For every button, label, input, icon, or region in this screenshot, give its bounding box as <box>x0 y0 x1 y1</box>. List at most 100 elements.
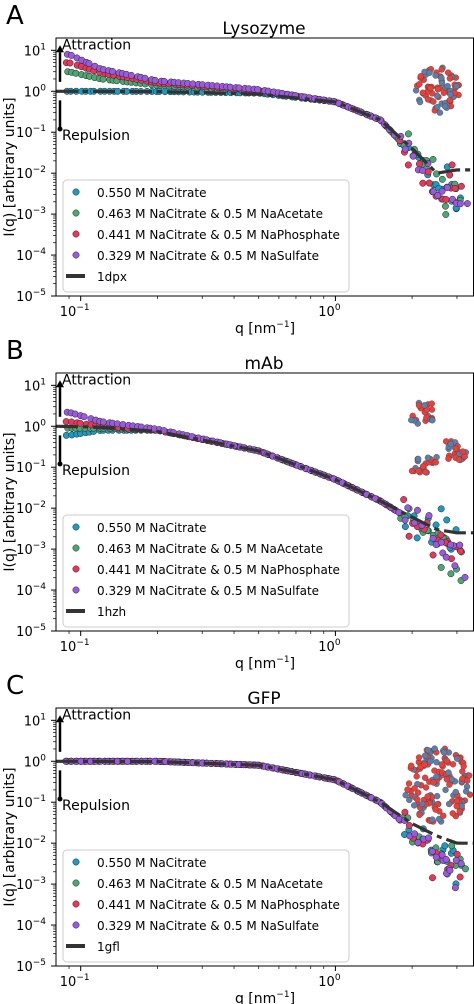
data-point <box>441 202 449 210</box>
legend: 0.550 M NaCitrate 0.463 M NaCitrate & 0.5… <box>62 849 350 963</box>
x-tick-label: 10−1 <box>60 638 90 655</box>
protein-atom <box>443 757 451 764</box>
x-tick-label: 10−1 <box>60 303 90 320</box>
protein-atom <box>416 80 423 88</box>
data-point <box>438 175 446 183</box>
data-point <box>429 534 437 542</box>
data-point <box>80 413 88 421</box>
legend-marker <box>72 586 80 594</box>
legend-box <box>62 849 350 963</box>
chart-panel-c: C GFP 101 100 10−1 10−2 10−3 10−4 10−5 10−1 100 q [… <box>2 671 474 1004</box>
data-point <box>151 76 159 84</box>
protein-atom <box>445 455 452 462</box>
protein-atom <box>433 92 441 99</box>
protein-atom <box>446 781 453 788</box>
protein-atom <box>443 776 450 783</box>
protein-atom <box>404 786 411 793</box>
data-point <box>462 865 469 873</box>
attraction-label: Attraction <box>62 37 131 53</box>
protein-atom <box>433 793 441 800</box>
protein-atom <box>456 808 463 815</box>
protein-atom <box>445 769 452 776</box>
legend: 0.550 M NaCitrate 0.463 M NaCitrate & 0.5… <box>62 514 350 628</box>
protein-atom <box>438 66 445 73</box>
protein-atom <box>419 463 427 470</box>
legend-entry: 0.550 M NaCitrate <box>97 856 206 870</box>
protein-structure <box>408 399 470 476</box>
data-point <box>429 874 436 882</box>
y-tick-label: 10−1 <box>16 459 46 476</box>
protein-atom <box>434 86 442 93</box>
y-tick-label: 100 <box>24 753 47 770</box>
data-point <box>429 551 437 559</box>
protein-atom <box>424 747 432 754</box>
protein-atom <box>441 103 449 110</box>
protein-structure <box>402 745 474 825</box>
protein-atom <box>440 89 448 96</box>
data-point <box>124 757 132 765</box>
data-point <box>160 77 168 85</box>
attraction-arrowhead <box>56 45 64 53</box>
data-point <box>457 547 465 555</box>
data-point <box>447 541 455 549</box>
data-point <box>442 855 450 863</box>
y-tick-label: 100 <box>24 83 47 100</box>
protein-structure <box>412 64 462 116</box>
data-point <box>441 842 449 850</box>
protein-atom <box>432 72 439 79</box>
protein-atom <box>466 772 473 779</box>
data-point <box>254 86 262 93</box>
data-point <box>446 866 454 874</box>
data-point <box>424 168 432 176</box>
data-point <box>432 853 440 861</box>
x-tick-label: 100 <box>318 303 341 320</box>
protein-atom <box>432 459 439 466</box>
protein-atom <box>432 806 439 813</box>
chart-panel-a: A Lysozyme 101 100 10−1 10−2 10−3 10−4 10−5 10−1 1… <box>2 1 474 337</box>
protein-atom <box>445 800 453 808</box>
y-tick-label: 10−3 <box>16 876 46 893</box>
protein-atom <box>405 780 413 787</box>
y-tick-label: 101 <box>24 42 46 59</box>
protein-atom <box>455 456 463 463</box>
protein-atom <box>438 74 445 82</box>
protein-atom <box>414 789 422 796</box>
y-tick-label: 10−2 <box>16 500 46 517</box>
legend-entry: 0.463 M NaCitrate & 0.5 M NaAcetate <box>97 877 323 891</box>
data-point <box>443 184 451 191</box>
protein-atom <box>447 440 454 448</box>
protein-atom <box>453 82 460 90</box>
x-axis-label: q [nm−1] <box>235 990 295 1004</box>
legend-marker <box>72 858 80 866</box>
x-tick-label: 100 <box>318 973 341 990</box>
protein-atom <box>408 467 416 475</box>
protein-atom <box>459 448 466 455</box>
attraction-arrowhead <box>56 380 64 388</box>
protein-atom <box>422 784 430 791</box>
protein-atom <box>415 455 422 463</box>
protein-atom <box>433 773 440 780</box>
protein-atom <box>452 445 460 452</box>
data-point <box>451 184 459 192</box>
data-point <box>437 564 445 571</box>
data-point <box>442 196 450 203</box>
data-point <box>456 541 464 549</box>
data-point <box>456 200 464 208</box>
y-tick-label: 10−5 <box>16 623 46 640</box>
protein-atom <box>421 402 428 409</box>
data-point <box>411 830 419 838</box>
data-point <box>442 553 450 561</box>
protein-atom <box>433 759 440 766</box>
data-point <box>428 848 436 856</box>
legend-entry-fit: 1hzh <box>97 605 126 619</box>
legend-marker <box>72 565 80 573</box>
protein-atom <box>447 91 454 98</box>
y-axis-label: I(q) [arbitrary units] <box>2 97 18 236</box>
data-point <box>447 570 455 578</box>
protein-atom <box>453 755 461 762</box>
x-tick-label: 100 <box>318 638 341 655</box>
protein-atom <box>427 85 434 92</box>
data-point <box>401 808 409 816</box>
